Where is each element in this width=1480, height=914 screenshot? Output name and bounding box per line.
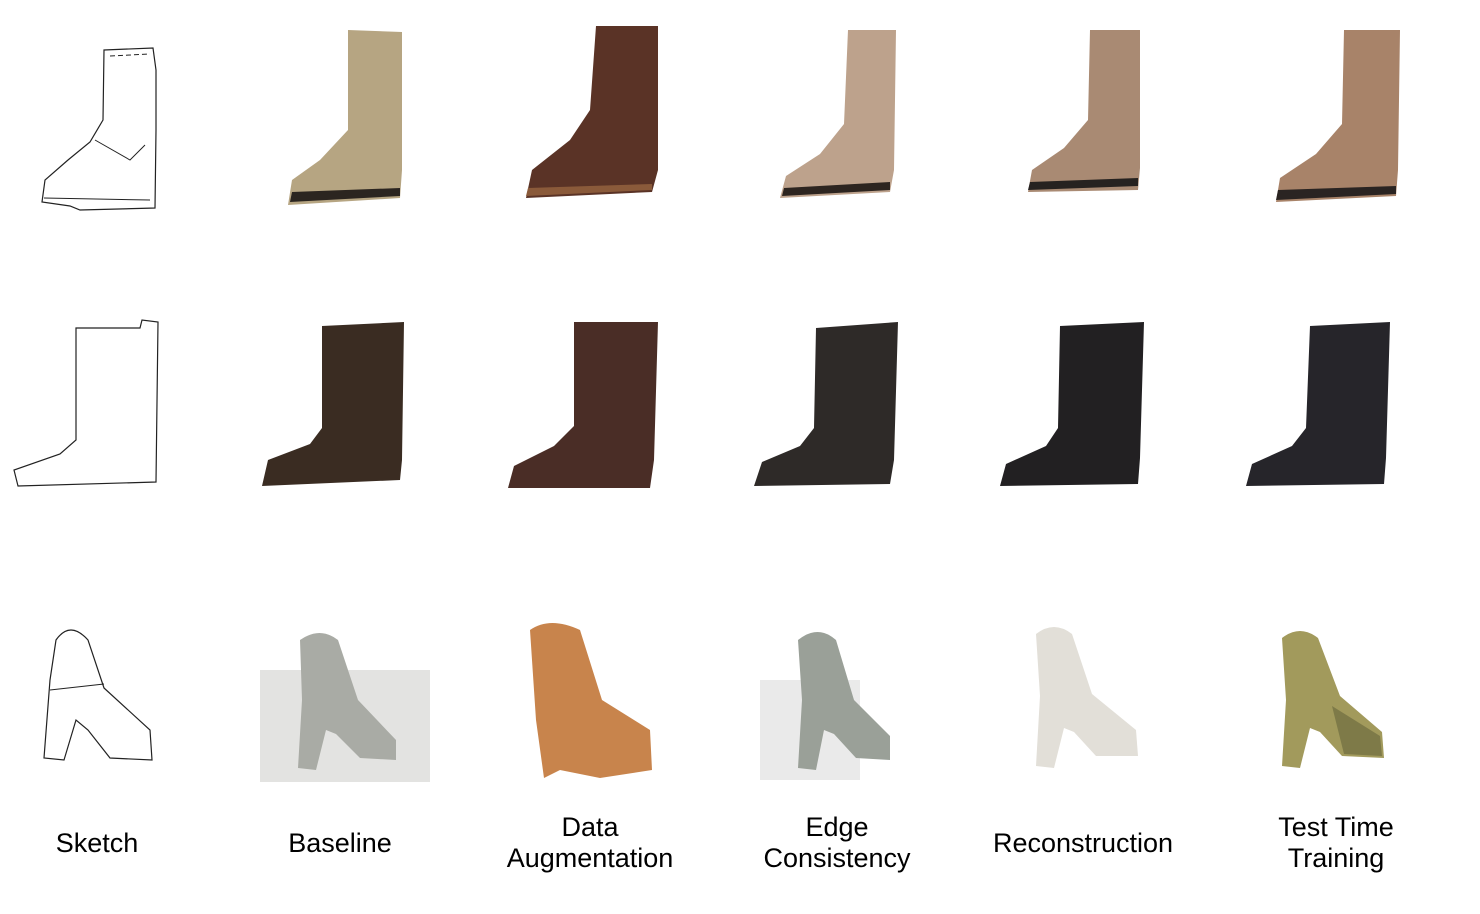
row3-sketch-image — [0, 610, 200, 810]
row2-sketch-image — [0, 310, 200, 510]
column-label-data-augmentation: Data Augmentation — [506, 812, 674, 873]
row2-edge-consistency-image — [740, 310, 940, 510]
row2-reconstruction-image — [988, 310, 1188, 510]
row1-sketch-image — [0, 20, 200, 220]
row1-baseline-image — [240, 20, 440, 220]
column-label-edge-consistency: Edge Consistency — [763, 812, 911, 873]
column-label-reconstruction: Reconstruction — [992, 828, 1174, 858]
column-label-sketch: Sketch — [55, 828, 139, 858]
column-label-baseline: Baseline — [288, 828, 392, 858]
row3-edge-consistency-image — [740, 610, 940, 810]
row3-baseline-image — [240, 610, 440, 810]
row1-test-time-training-image — [1236, 20, 1436, 220]
row2-test-time-training-image — [1236, 310, 1436, 510]
row3-reconstruction-image — [988, 610, 1188, 810]
row1-data-augmentation-image — [490, 20, 690, 220]
row2-data-augmentation-image — [490, 310, 690, 510]
row2-baseline-image — [240, 310, 440, 510]
column-label-test-time-training: Test Time Training — [1278, 812, 1394, 873]
row1-reconstruction-image — [988, 20, 1188, 220]
boot-shape — [288, 30, 402, 205]
row3-test-time-training-image — [1236, 610, 1436, 810]
row1-edge-consistency-image — [740, 20, 940, 220]
row3-data-augmentation-image — [490, 610, 690, 810]
